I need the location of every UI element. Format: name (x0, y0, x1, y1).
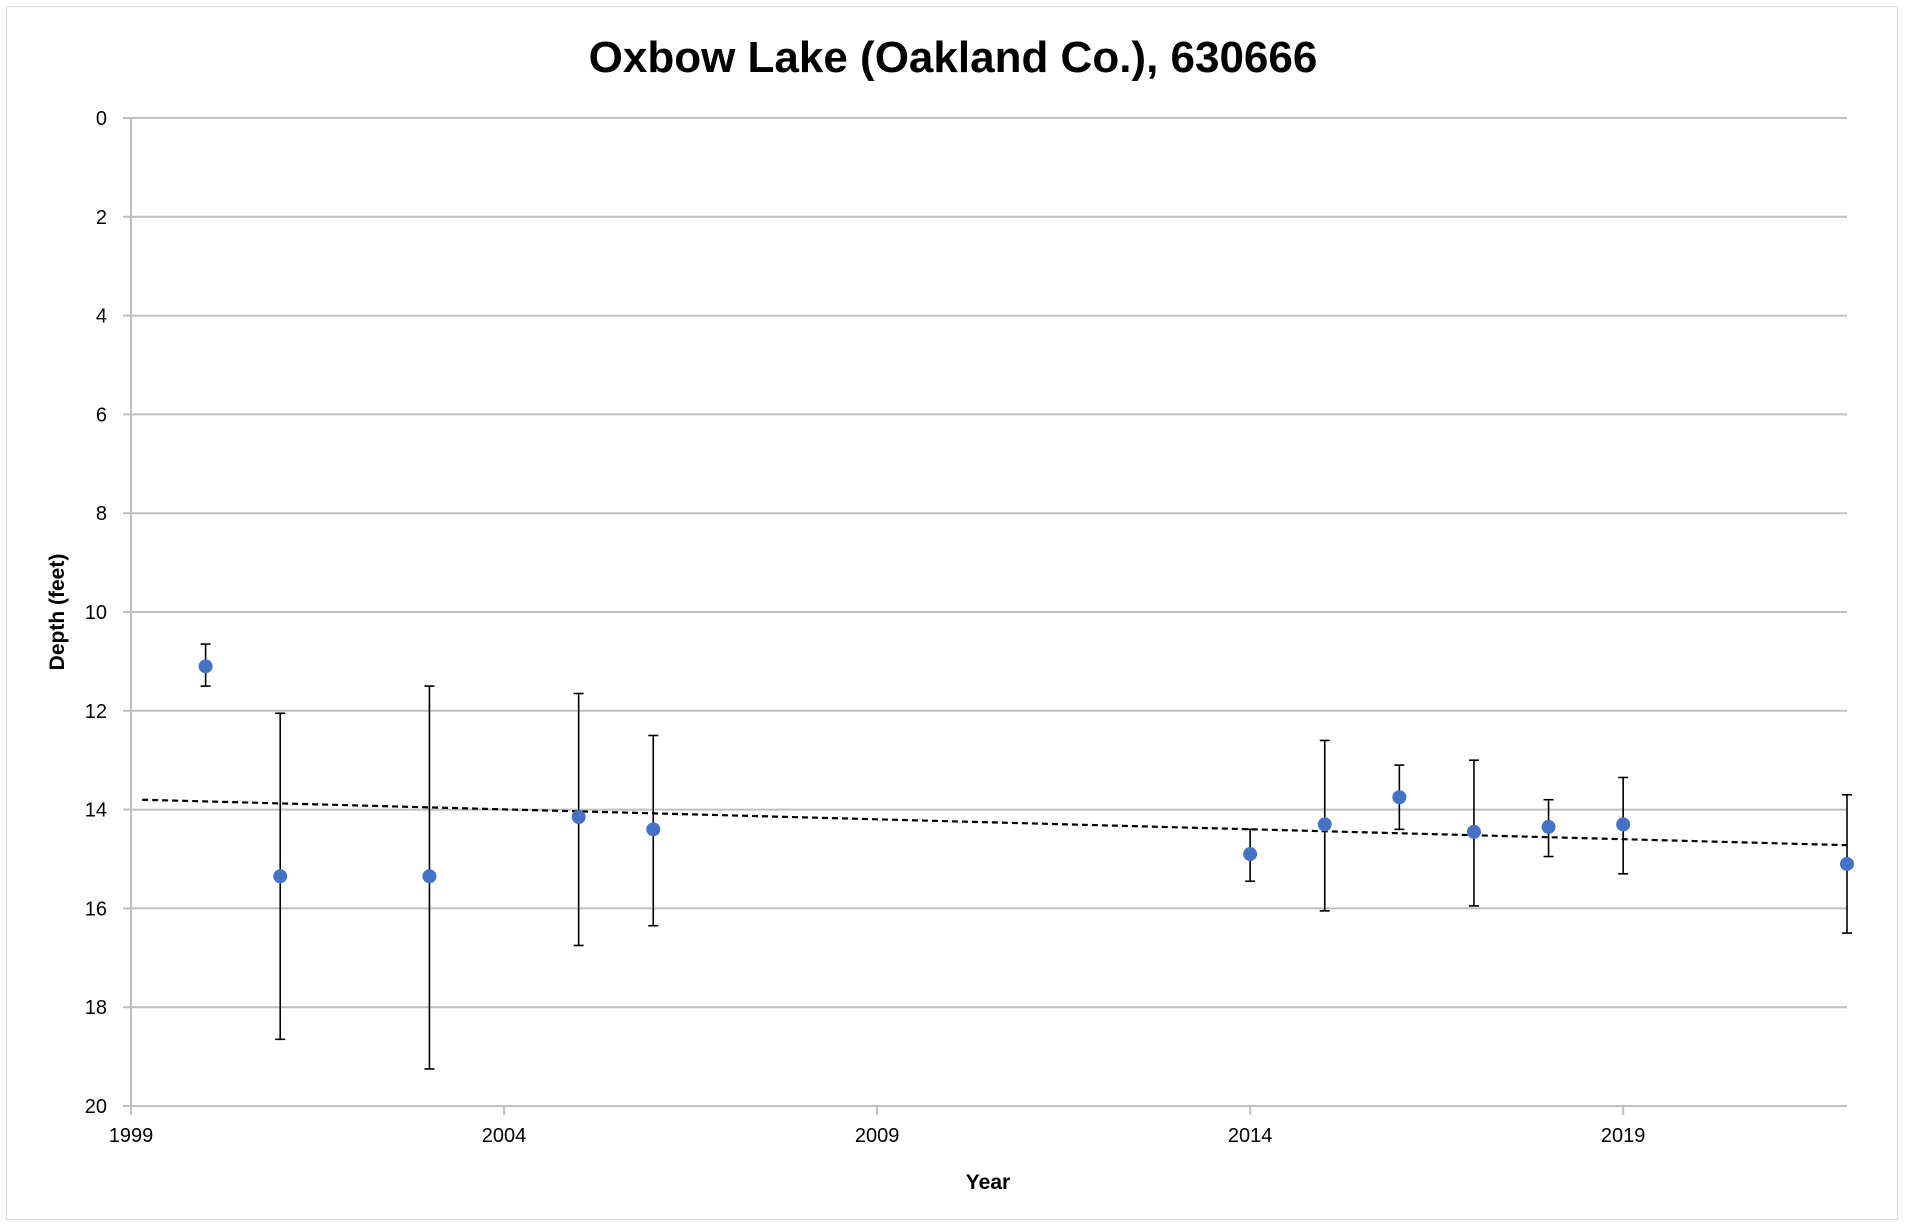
x-axis-title: Year (966, 1171, 1010, 1194)
data-point (1392, 790, 1407, 805)
y-tick-label: 16 (85, 898, 107, 920)
y-tick-label: 14 (85, 800, 107, 822)
y-tick-label: 18 (85, 997, 107, 1019)
x-tick-label: 2004 (482, 1125, 527, 1147)
data-point (198, 659, 213, 674)
y-tick-label: 0 (96, 108, 107, 130)
y-tick-label: 10 (85, 602, 107, 624)
data-point (273, 869, 288, 884)
gridlines (131, 117, 1847, 1107)
x-tick-label: 2019 (1601, 1125, 1646, 1147)
data-point (1616, 817, 1631, 832)
trendline-layer (142, 798, 1848, 847)
data-point (1840, 856, 1854, 871)
y-tick-label: 20 (85, 1096, 107, 1118)
data-point (1243, 847, 1258, 862)
x-tick-label: 1999 (109, 1125, 154, 1147)
y-axis-title: Depth (feet) (46, 554, 69, 671)
y-tick-label: 4 (96, 306, 107, 328)
data-point (1541, 819, 1556, 834)
y-tick-label: 12 (85, 701, 107, 723)
trendline (142, 798, 1848, 847)
axes (123, 117, 1625, 1115)
x-tick-label: 2014 (1228, 1125, 1273, 1147)
data-point (1466, 824, 1481, 839)
data-point (1317, 817, 1332, 832)
chart-title: Oxbow Lake (Oakland Co.), 630666 (589, 33, 1318, 82)
x-tick-label: 2009 (855, 1125, 900, 1147)
data-points (198, 659, 1854, 884)
data-point (571, 810, 586, 825)
y-tick-label: 8 (96, 503, 107, 525)
error-bars (200, 643, 1852, 1070)
y-tick-label: 2 (96, 207, 107, 229)
data-point (422, 869, 437, 884)
data-point (646, 822, 661, 837)
y-tick-label: 6 (96, 404, 107, 426)
